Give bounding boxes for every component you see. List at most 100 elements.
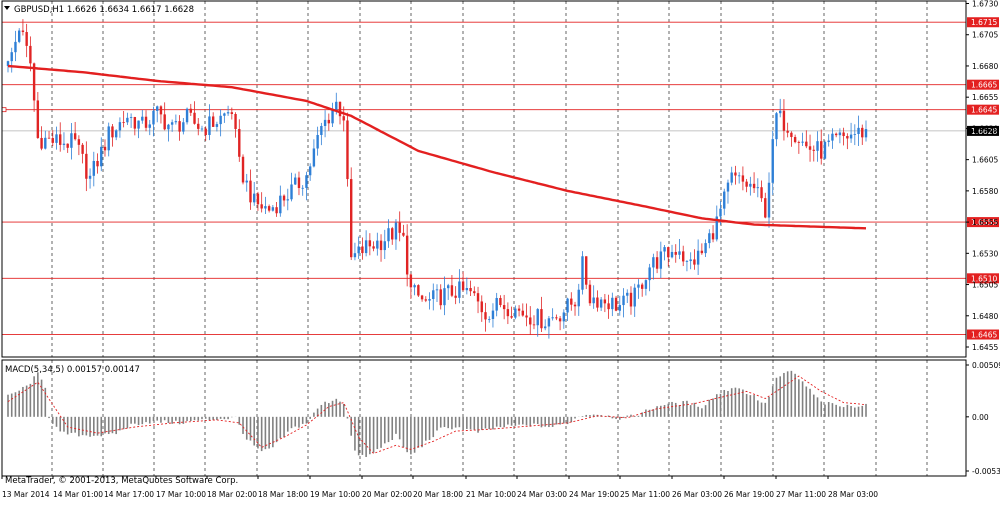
candle (663, 245, 666, 261)
time-axis-label: 21 Mar 10:00 (466, 490, 516, 499)
candle (756, 178, 760, 198)
candle (446, 283, 450, 300)
time-axis-label: 24 Mar 03:00 (517, 490, 567, 499)
candle (857, 115, 860, 147)
candle-body (689, 259, 692, 262)
main-pane-frame (1, 0, 967, 358)
candle (66, 143, 69, 153)
candle (469, 280, 472, 296)
candle-body (398, 222, 401, 233)
candle-body (77, 139, 81, 145)
candle-body (573, 304, 577, 307)
candle-body (338, 101, 342, 117)
candle-body (678, 251, 681, 255)
candle (846, 133, 849, 150)
candle (170, 119, 174, 132)
candle (838, 128, 842, 144)
axes (1, 0, 969, 479)
candle-body (670, 251, 674, 258)
candle-body (6, 61, 10, 66)
candle (812, 145, 815, 162)
candle-body (253, 193, 256, 203)
candle (305, 171, 308, 201)
candle-body (439, 289, 442, 306)
title-dropdown-icon[interactable] (4, 6, 10, 10)
candle (737, 172, 741, 184)
candle-body (711, 233, 715, 240)
candle (782, 99, 786, 141)
candle-body (831, 133, 834, 141)
candle-body (92, 160, 95, 176)
candle (185, 107, 189, 125)
candle (816, 131, 819, 162)
candle (827, 134, 830, 147)
candle (29, 36, 32, 72)
candle (637, 279, 640, 299)
macd-signal-line (7, 375, 867, 455)
candle (126, 112, 129, 126)
candle (413, 283, 416, 296)
candle-body (834, 133, 838, 136)
candle (644, 279, 648, 296)
candle (700, 243, 704, 255)
candle (805, 130, 808, 149)
price-level-label: 1.6645 (971, 106, 997, 115)
candle (764, 192, 767, 219)
candle-body (637, 284, 640, 288)
candle-body (114, 130, 118, 138)
candle (476, 286, 480, 314)
candle-body (137, 120, 140, 129)
price-tick-label: 1.6480 (972, 312, 998, 321)
candle-body (282, 195, 286, 201)
candle (864, 120, 868, 142)
price-tick-label: 1.6530 (972, 249, 998, 258)
candle-body (611, 297, 614, 310)
candle-body (197, 123, 200, 129)
candle-body (525, 315, 528, 318)
candle (790, 131, 793, 147)
candle-body (599, 299, 603, 308)
candle-body (816, 141, 819, 151)
candle-body (409, 274, 413, 288)
horizontal-levels: 1.6715 1.6665 1.6645 1.6555 1.6510 1.6465 1.66… (1, 17, 999, 340)
candle (417, 284, 420, 297)
candle-body (536, 309, 539, 326)
candle-body (640, 284, 644, 289)
candle-body (510, 316, 513, 318)
price-tick-label: 1.6505 (972, 281, 998, 290)
time-axis-label: 14 Mar 17:00 (104, 490, 154, 499)
candle-body (234, 114, 237, 129)
candle-body (357, 246, 360, 254)
candle-body (823, 141, 827, 159)
current-price-badge (967, 125, 999, 136)
candle (241, 154, 245, 185)
current-price-label: 1.6628 (971, 127, 997, 136)
candle-body (301, 187, 304, 189)
candle-body (596, 297, 599, 308)
candle (723, 188, 726, 216)
candle-body (59, 134, 62, 145)
candle (36, 92, 40, 139)
candle-body (323, 119, 327, 126)
candle-body (271, 207, 275, 211)
candle-body (391, 228, 394, 240)
candle-body (364, 240, 368, 254)
candle (603, 293, 607, 313)
time-axis-label: 26 Mar 19:00 (724, 490, 774, 499)
time-axis-label: 27 Mar 11:00 (776, 490, 826, 499)
candle-body (782, 110, 786, 131)
candle (230, 107, 234, 120)
candle (760, 180, 763, 202)
candle (611, 292, 614, 317)
candle (256, 191, 260, 211)
candle (275, 201, 278, 217)
candle-body (331, 110, 334, 124)
candle (159, 105, 163, 124)
price-level-label: 1.6510 (971, 274, 997, 283)
candle (786, 122, 789, 138)
candle (704, 239, 707, 257)
candle-body (163, 114, 166, 130)
candle (282, 194, 286, 207)
